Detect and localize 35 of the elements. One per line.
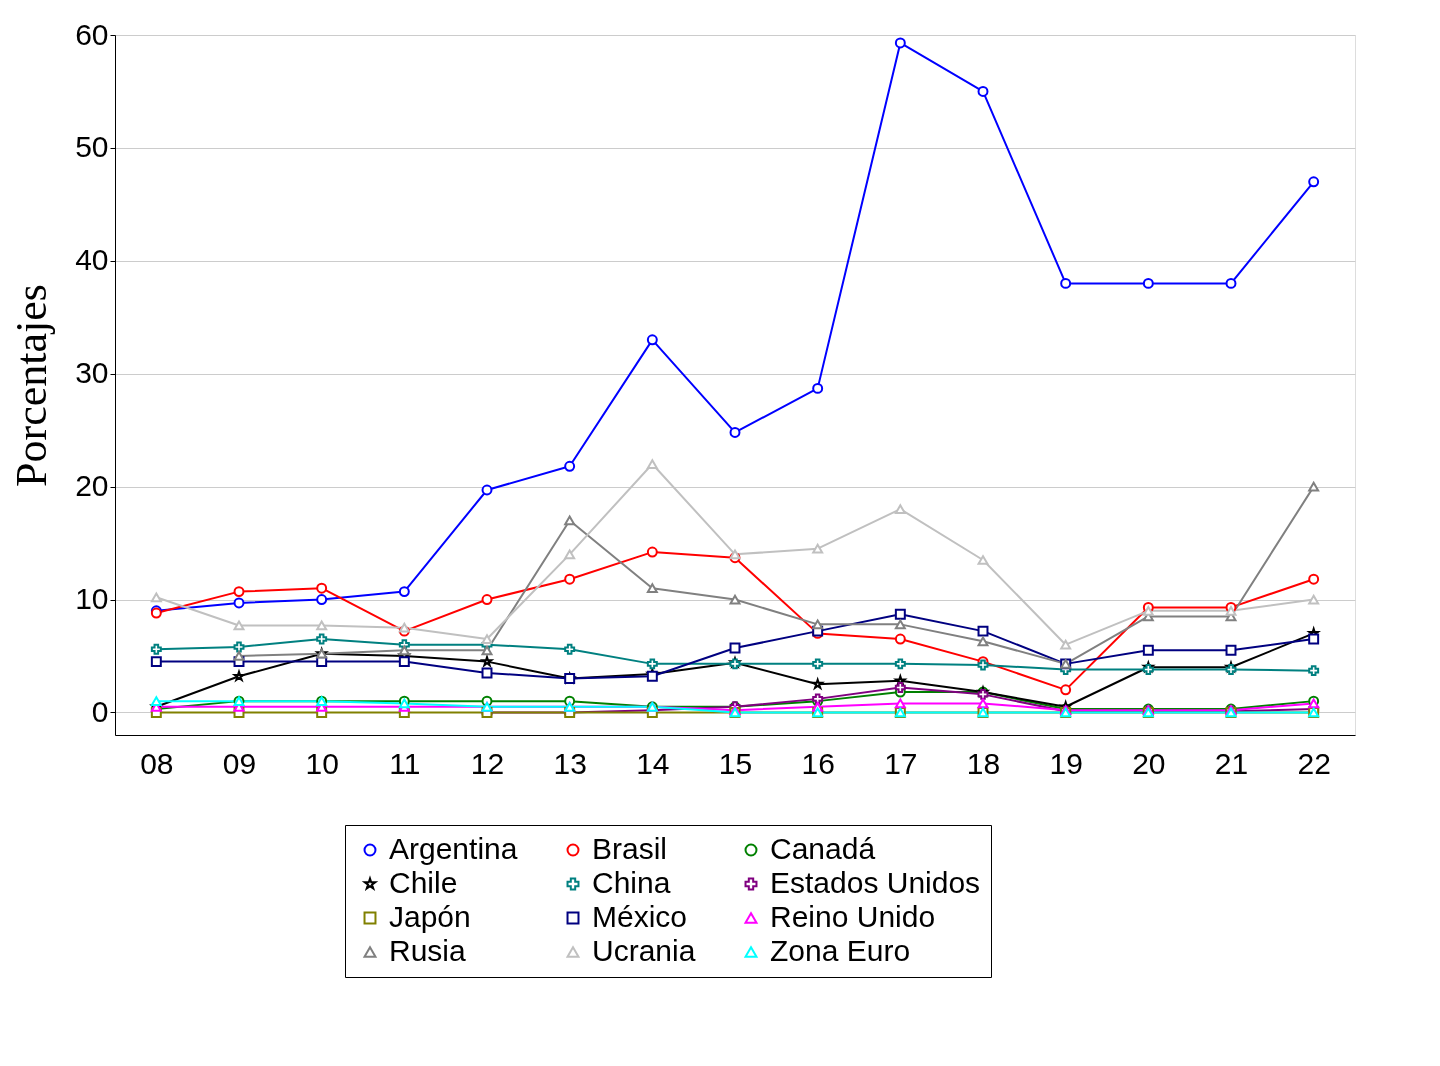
legend-label: Estados Unidos (770, 866, 981, 899)
y-tick-label: 30 (75, 356, 109, 390)
x-tick-label: 14 (636, 746, 670, 780)
x-tick-label: 13 (553, 746, 587, 780)
x-tick-label: 08 (140, 746, 174, 780)
x-tick-label: 21 (1214, 746, 1249, 780)
y-tick-label: 50 (75, 130, 109, 164)
y-tick-label: 60 (75, 17, 109, 51)
legend-label: China (592, 866, 671, 899)
x-tick-label: 09 (222, 746, 257, 780)
legend-label: México (592, 900, 688, 933)
legend-label: Reino Unido (770, 900, 936, 933)
y-tick-label: 0 (91, 694, 109, 728)
x-tick-label: 19 (1049, 746, 1083, 780)
legend-label: Rusia (389, 934, 467, 967)
x-tick-label: 22 (1297, 746, 1331, 780)
x-tick-label: 12 (470, 746, 505, 780)
legend-label: Chile (389, 866, 458, 899)
legend-label: Ucrania (592, 934, 696, 967)
legend-label: Argentina (389, 832, 518, 865)
x-tick-label: 16 (801, 746, 835, 780)
x-tick-label: 18 (966, 746, 1001, 780)
y-tick-label: 20 (75, 469, 109, 503)
x-tick-label: 20 (1132, 746, 1166, 780)
legend-label: Canadá (770, 832, 876, 865)
y-axis-title: Porcentajes (7, 284, 57, 487)
x-tick-label: 15 (718, 746, 753, 780)
y-tick-label: 10 (75, 582, 109, 616)
legend-label: Brasil (592, 832, 668, 865)
x-tick-label: 11 (389, 746, 421, 780)
x-tick-label: 17 (884, 746, 918, 780)
x-tick-label: 10 (305, 746, 339, 780)
y-tick-label: 40 (75, 243, 109, 277)
legend-label: Japón (389, 900, 471, 933)
legend-label: Zona Euro (770, 934, 911, 967)
